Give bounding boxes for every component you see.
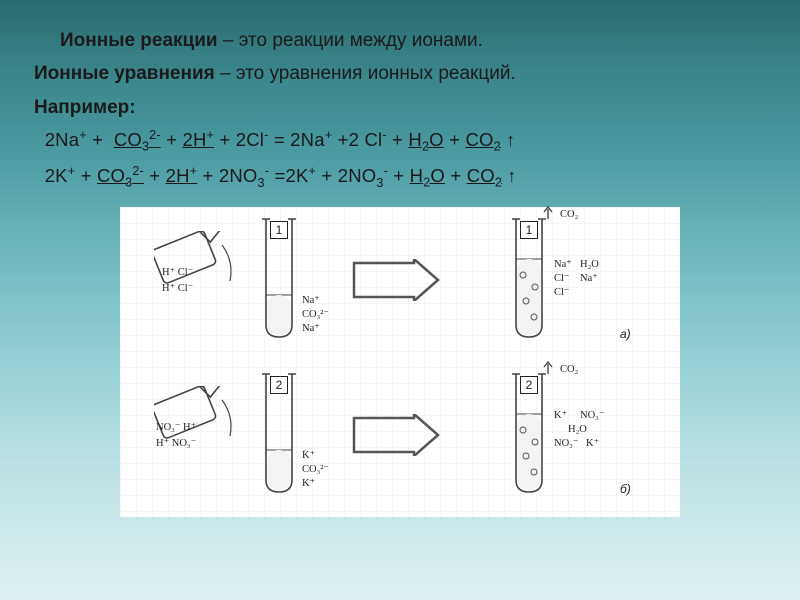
tube-number-badge: 2	[520, 376, 538, 394]
arrow-right-icon	[352, 259, 440, 301]
diagram-row-a: H⁺ Cl⁻ H⁺ Cl⁻ 1 Na⁺ Na⁺ CO₃²⁻	[120, 207, 680, 362]
ion-label: Na⁺	[302, 295, 320, 307]
ion-label: K⁺	[554, 410, 567, 422]
gas-arrow-icon: ↑	[507, 166, 516, 186]
ion-label: H⁺ NO₃⁻	[156, 438, 196, 450]
equation-1: 2Na+ + CO32- + 2H+ + 2Cl- = 2Na+ +2 Cl- …	[34, 126, 766, 157]
gas-up-arrow-icon	[538, 360, 558, 376]
term-2: Ионные уравнения	[34, 63, 215, 84]
ion-label: Na⁺	[302, 323, 320, 335]
gas-arrow-icon: ↑	[506, 130, 515, 150]
ion-label: H⁺ Cl⁻	[162, 283, 193, 295]
equation-2: 2K+ + CO32- + 2H+ + 2NO3- =2K+ + 2NO3- +…	[34, 162, 766, 193]
gas-up-arrow-icon	[538, 205, 558, 221]
ion-label: CO₃²⁻	[302, 464, 329, 476]
ion-label: H₂O	[580, 259, 599, 271]
ion-label: Na⁺	[554, 259, 572, 271]
slide-content: Ионные реакции – это реакции между ионам…	[0, 0, 800, 525]
def-2-rest: – это уравнения ионных реакций.	[215, 63, 516, 84]
arrow-right-icon	[352, 414, 440, 456]
ion-label: K⁺	[302, 478, 315, 490]
gas-label: CO₂	[560, 209, 578, 221]
subfigure-label: б)	[620, 480, 631, 499]
ion-label: Na⁺	[580, 273, 598, 285]
ion-label: NO₃⁻ H⁺	[156, 422, 196, 434]
tube-number-badge: 2	[270, 376, 288, 394]
ion-label: K⁺	[586, 438, 599, 450]
ion-label: H⁺ Cl⁻	[162, 267, 193, 279]
ion-label: CO₃²⁻	[302, 309, 329, 321]
ion-label: NO₃⁻	[554, 438, 578, 450]
ion-label: Cl⁻	[554, 273, 569, 285]
ion-label: Cl⁻	[554, 287, 569, 299]
eg-label-text: Например:	[34, 97, 136, 118]
definition-1: Ионные реакции – это реакции между ионам…	[34, 26, 766, 55]
diagram-row-b: NO₃⁻ H⁺ H⁺ NO₃⁻ 2 K⁺ K⁺ CO₃²⁻	[120, 362, 680, 517]
tube-number-badge: 1	[270, 221, 288, 239]
ion-label: H₂O	[568, 424, 587, 436]
term-1: Ионные реакции	[60, 30, 218, 51]
reaction-diagram: H⁺ Cl⁻ H⁺ Cl⁻ 1 Na⁺ Na⁺ CO₃²⁻	[120, 207, 680, 517]
gas-label: CO₂	[560, 364, 578, 376]
definition-2: Ионные уравнения – это уравнения ионных …	[34, 59, 766, 88]
subfigure-label: а)	[620, 325, 631, 344]
ion-label: K⁺	[302, 450, 315, 462]
example-label: Например:	[34, 93, 766, 122]
def-1-rest: – это реакции между ионами.	[218, 30, 483, 51]
tube-number-badge: 1	[520, 221, 538, 239]
ion-label: NO₃⁻	[580, 410, 604, 422]
